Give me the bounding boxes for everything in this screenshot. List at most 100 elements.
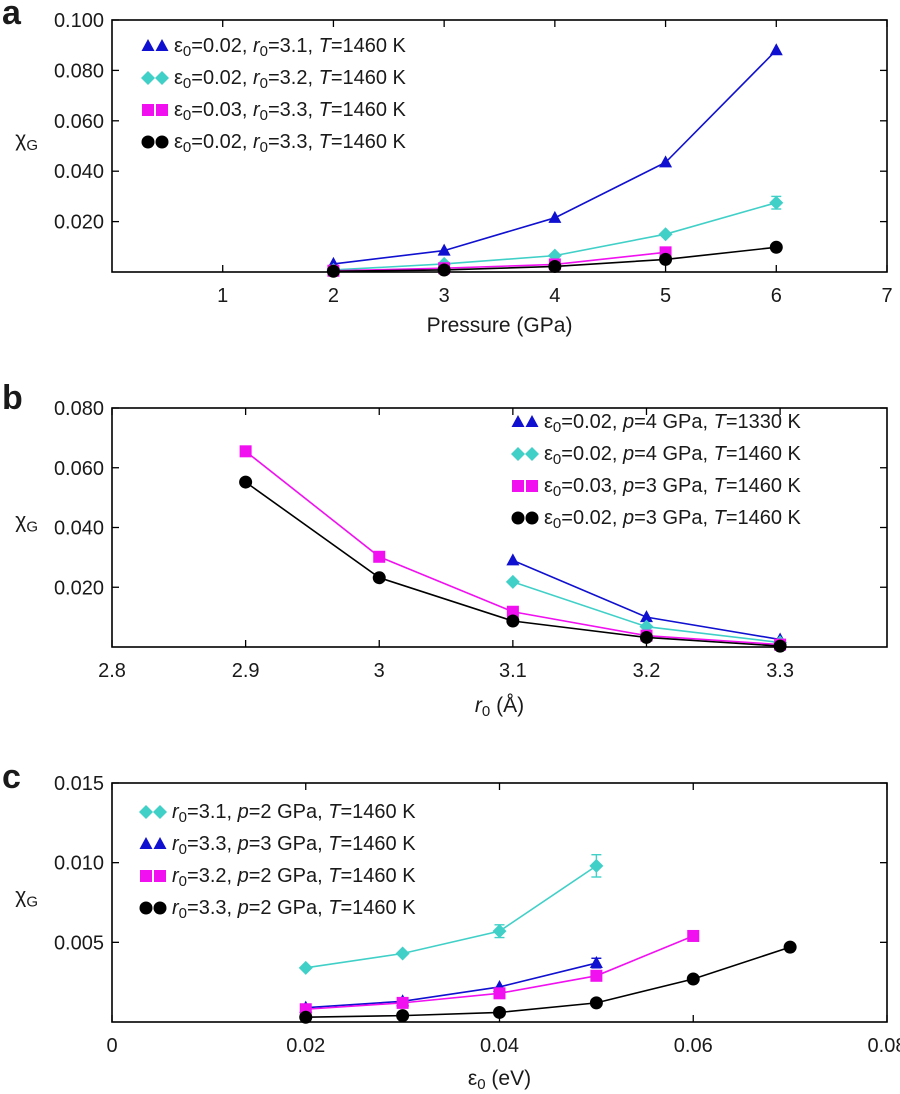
- legend-label: ε0=0.03, r0=3.3, T=1460 K: [174, 99, 407, 124]
- legend-label: ε0=0.02, p=4 GPa, T=1330 K: [544, 411, 802, 436]
- data-point: [396, 996, 409, 1009]
- data-point: [686, 972, 700, 986]
- legend-label: ε0=0.02, r0=3.2, T=1460 K: [174, 67, 407, 92]
- panel-letter: b: [2, 379, 23, 417]
- data-point: [589, 858, 604, 873]
- legend-entry: ε0=0.02, r0=3.1, T=1460 K: [141, 35, 407, 60]
- data-point: [769, 43, 783, 56]
- y-axis-title: χG: [15, 510, 38, 536]
- legend-marker: [525, 447, 539, 461]
- data-point: [505, 574, 520, 589]
- data-point: [639, 610, 653, 623]
- series-triangle: [299, 956, 603, 1013]
- legend-marker: [525, 511, 539, 525]
- legend-marker: [512, 480, 524, 492]
- legend-label: ε0=0.02, r0=3.1, T=1460 K: [174, 35, 407, 60]
- panel-letter: a: [2, 0, 22, 32]
- x-tick-label: 2.8: [98, 660, 126, 682]
- legend-label: ε0=0.03, p=3 GPa, T=1460 K: [544, 475, 802, 500]
- legend-label: r0=3.2, p=2 GPa, T=1460 K: [172, 865, 416, 890]
- data-point: [239, 475, 253, 489]
- legend-entry: ε0=0.03, p=3 GPa, T=1460 K: [512, 475, 802, 500]
- y-tick-label: 0.060: [54, 458, 104, 480]
- x-axis-title: Pressure (GPa): [427, 314, 573, 337]
- x-tick-label: 4: [549, 285, 560, 307]
- legend-entry: ε0=0.02, p=3 GPa, T=1460 K: [511, 507, 802, 532]
- series-circle: [326, 240, 783, 278]
- data-point: [395, 946, 410, 961]
- legend-entry: r0=3.2, p=2 GPa, T=1460 K: [140, 865, 416, 890]
- panel-letter: c: [2, 758, 21, 796]
- y-tick-label: 0.100: [54, 10, 104, 32]
- x-tick-label: 5: [660, 285, 671, 307]
- legend-label: r0=3.3, p=2 GPa, T=1460 K: [172, 897, 416, 922]
- data-point: [769, 240, 783, 254]
- legend-marker: [141, 135, 155, 149]
- data-point: [437, 243, 451, 256]
- legend-marker: [511, 415, 525, 427]
- legend-marker: [156, 104, 168, 116]
- data-point: [437, 263, 451, 277]
- legend-marker: [142, 104, 154, 116]
- data-point: [326, 264, 340, 278]
- data-point: [589, 956, 603, 969]
- x-tick-label: 0.06: [674, 1035, 713, 1057]
- data-point: [506, 553, 520, 566]
- legend-entry: r0=3.3, p=3 GPa, T=1460 K: [139, 833, 416, 858]
- series-line: [305, 946, 791, 1019]
- data-point: [493, 987, 506, 1000]
- data-point: [299, 1010, 313, 1024]
- y-tick-label: 0.060: [54, 111, 104, 133]
- legend-marker: [155, 135, 169, 149]
- legend-label: r0=3.3, p=3 GPa, T=1460 K: [172, 833, 416, 858]
- series-square: [299, 929, 700, 1016]
- data-point: [372, 571, 386, 585]
- x-tick-label: 0.04: [480, 1035, 519, 1057]
- series-line: [305, 865, 597, 969]
- legend-entry: ε0=0.02, r0=3.3, T=1460 K: [141, 131, 407, 156]
- x-tick-label: 1: [217, 285, 228, 307]
- data-point: [396, 1009, 410, 1023]
- y-tick-label: 0.015: [54, 773, 104, 795]
- data-point: [590, 969, 603, 982]
- data-point: [548, 210, 562, 223]
- data-point: [589, 996, 603, 1010]
- legend-entry: ε0=0.02, r0=3.2, T=1460 K: [141, 67, 407, 92]
- panel-a: a 1 2 3 4 5 6 7 0.020 0.040 0.060 0.080 0.100 Pressur…: [2, 0, 893, 337]
- x-tick-label: 3: [374, 660, 385, 682]
- x-tick-label: 0.08: [868, 1035, 900, 1057]
- x-tick-label: 0: [106, 1035, 117, 1057]
- data-point: [506, 605, 519, 618]
- x-tick-label: 7: [881, 285, 892, 307]
- legend-entry: r0=3.3, p=2 GPa, T=1460 K: [139, 897, 416, 922]
- data-point: [659, 155, 673, 168]
- legend-marker: [139, 901, 153, 915]
- data-point: [548, 259, 562, 273]
- data-point: [659, 252, 673, 266]
- legend-marker: [153, 901, 167, 915]
- plot-frame: [111, 19, 888, 273]
- y-tick-label: 0.080: [54, 398, 104, 420]
- legend-marker: [141, 39, 155, 51]
- series-line: [333, 251, 666, 272]
- series-diamond: [298, 854, 604, 975]
- data-point: [239, 445, 252, 458]
- legend-marker: [526, 480, 538, 492]
- legend-entry: r0=3.1, p=2 GPa, T=1460 K: [139, 801, 416, 826]
- x-tick-label: 3.1: [499, 660, 527, 682]
- data-point: [783, 940, 797, 954]
- legend-marker: [153, 805, 167, 819]
- x-tick-label: 3.2: [633, 660, 661, 682]
- data-point: [658, 227, 673, 242]
- data-point: [506, 614, 520, 628]
- legend-label: r0=3.1, p=2 GPa, T=1460 K: [172, 801, 416, 826]
- x-tick-label: 6: [771, 285, 782, 307]
- legend-label: ε0=0.02, r0=3.3, T=1460 K: [174, 131, 407, 156]
- data-point: [298, 960, 313, 975]
- series-circle: [239, 475, 787, 653]
- panel-b: b 2.8 2.9 3 3.1 3.2 3.3 0.020 0.040 0.060 0.080 r0 …: [2, 379, 888, 720]
- legend-marker: [139, 805, 153, 819]
- x-tick-label: 3.3: [766, 660, 794, 682]
- legend-marker: [511, 447, 525, 461]
- legend-entry: ε0=0.03, r0=3.3, T=1460 K: [142, 99, 407, 124]
